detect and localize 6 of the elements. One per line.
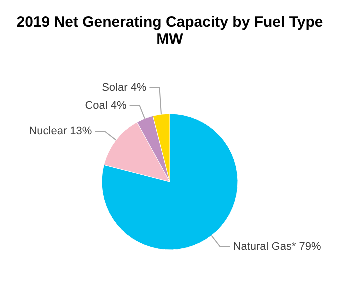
slice-label: Natural Gas* 79%	[233, 240, 322, 253]
slice-label: Coal 4%	[85, 100, 128, 112]
slice-label: Solar 4%	[102, 82, 147, 94]
chart-title: 2019 Net Generating Capacity by Fuel Type	[16, 14, 324, 31]
slice-label: Nuclear 13%	[29, 126, 92, 138]
chart-subtitle: MW	[156, 31, 184, 48]
